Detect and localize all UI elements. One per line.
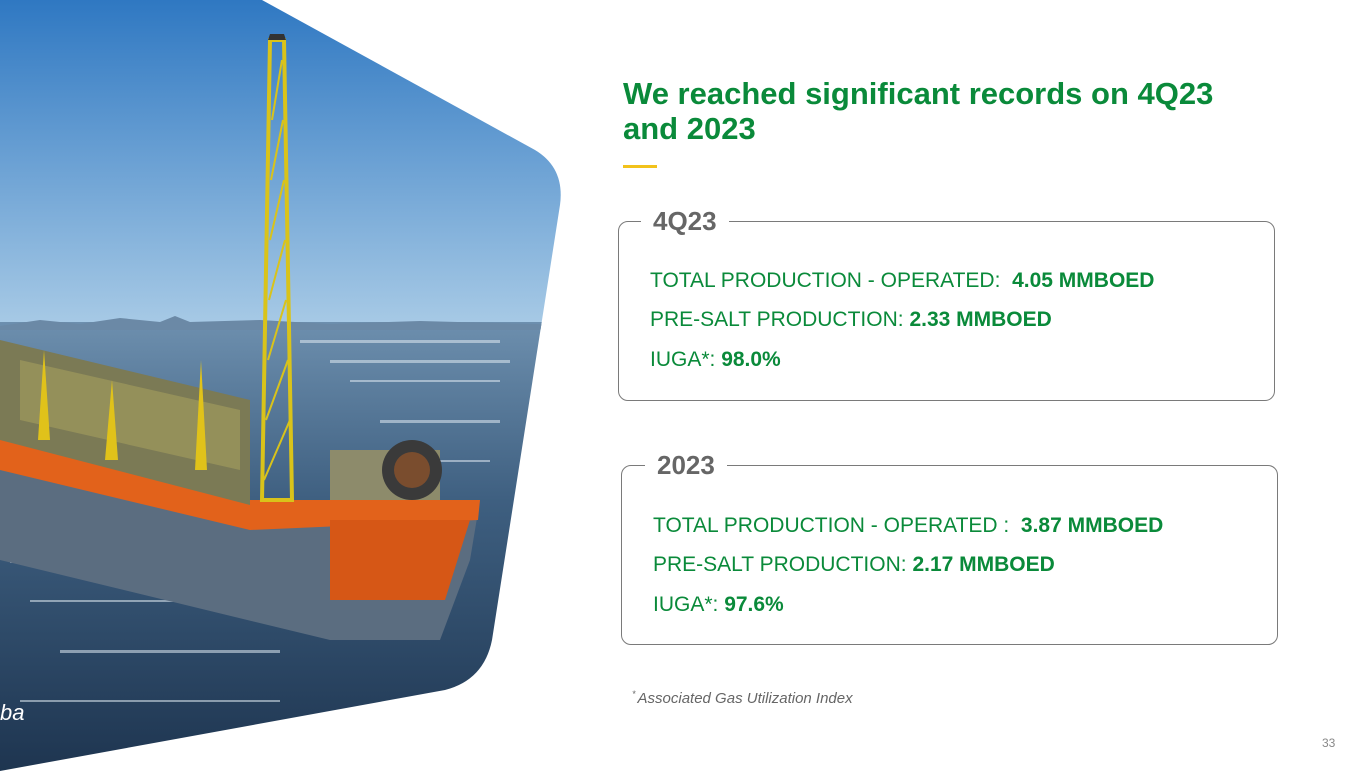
section-label: 4Q23 (641, 204, 729, 238)
metric-label: TOTAL PRODUCTION - OPERATED : (653, 514, 1021, 537)
metric-row: PRE-SALT PRODUCTION: 2.33 MMBOED (650, 307, 1052, 333)
metric-label: TOTAL PRODUCTION - OPERATED: (650, 269, 1013, 292)
section-box-2023: 2023 TOTAL PRODUCTION - OPERATED : 3.87 … (621, 448, 1278, 645)
metric-row: TOTAL PRODUCTION - OPERATED: 4.05 MMBOED (650, 268, 1154, 294)
fpso-photo (0, 0, 561, 771)
footnote: * Associated Gas Utilization Index (632, 689, 853, 707)
footnote-marker: * (632, 689, 636, 699)
metric-value: 2.33 MMBOED (909, 308, 1052, 331)
metric-label: IUGA*: (650, 348, 722, 371)
metric-label: PRE-SALT PRODUCTION: (653, 553, 913, 576)
metric-value: 98.0% (721, 348, 781, 371)
metric-label: IUGA*: (653, 593, 725, 616)
metric-value: 4.05 MMBOED (1012, 269, 1155, 292)
page-number: 33 (1322, 736, 1336, 750)
metric-row: PRE-SALT PRODUCTION: 2.17 MMBOED (653, 552, 1055, 578)
metric-value: 97.6% (724, 593, 784, 616)
metric-row: IUGA*: 98.0% (650, 347, 781, 373)
section-label: 2023 (645, 448, 727, 482)
photo-caption: ba (0, 700, 25, 725)
section-box-4q23: 4Q23 TOTAL PRODUCTION - OPERATED: 4.05 M… (618, 204, 1275, 401)
page-title: We reached significant records on 4Q23 a… (623, 76, 1214, 146)
metric-label: PRE-SALT PRODUCTION: (650, 308, 910, 331)
metric-row: IUGA*: 97.6% (653, 592, 784, 618)
metric-value: 2.17 MMBOED (912, 553, 1055, 576)
footnote-text: Associated Gas Utilization Index (637, 690, 853, 707)
title-accent-bar (623, 165, 657, 168)
metric-row: TOTAL PRODUCTION - OPERATED : 3.87 MMBOE… (653, 513, 1163, 539)
metric-value: 3.87 MMBOED (1020, 514, 1164, 537)
